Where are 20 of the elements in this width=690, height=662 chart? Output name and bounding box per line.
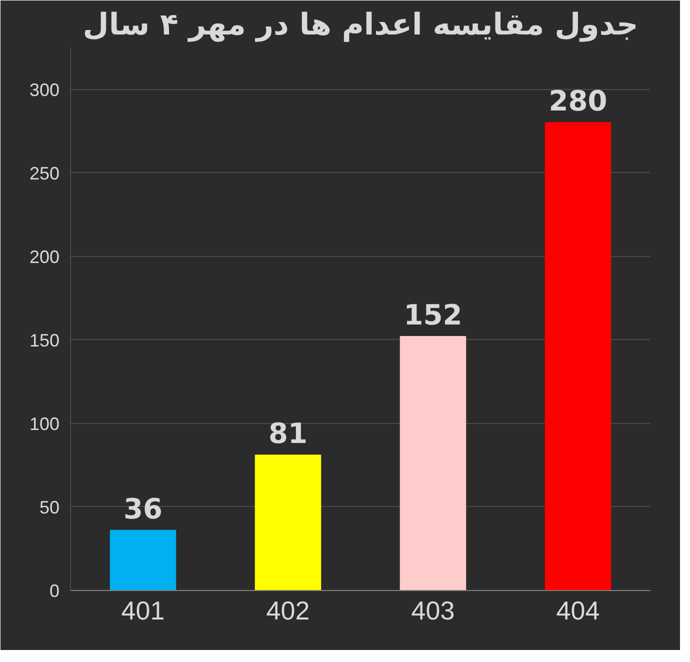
x-tick-label: 402 bbox=[266, 596, 310, 626]
y-tick-label: 150 bbox=[29, 330, 60, 350]
y-tick-label: 250 bbox=[29, 163, 60, 184]
y-tick-label: 300 bbox=[29, 80, 60, 100]
bar bbox=[544, 122, 612, 590]
data-label: 81 bbox=[268, 417, 308, 450]
data-label: 36 bbox=[124, 492, 162, 526]
y-tick-label: 100 bbox=[29, 414, 60, 434]
x-tick-label: 403 bbox=[411, 596, 455, 626]
chart-title: جدول مقایسه اعدام ها در مهر ۴ سال bbox=[82, 8, 638, 42]
y-tick-label: 50 bbox=[39, 497, 60, 518]
bar bbox=[400, 336, 466, 590]
bar bbox=[254, 454, 322, 590]
bar bbox=[110, 530, 176, 590]
y-tick-label: 200 bbox=[29, 246, 60, 267]
data-label: 152 bbox=[404, 298, 462, 332]
y-tick-label: 0 bbox=[49, 581, 60, 601]
data-label: 280 bbox=[548, 84, 608, 118]
x-tick-label: 404 bbox=[556, 596, 600, 626]
x-tick-label: 401 bbox=[121, 596, 165, 626]
